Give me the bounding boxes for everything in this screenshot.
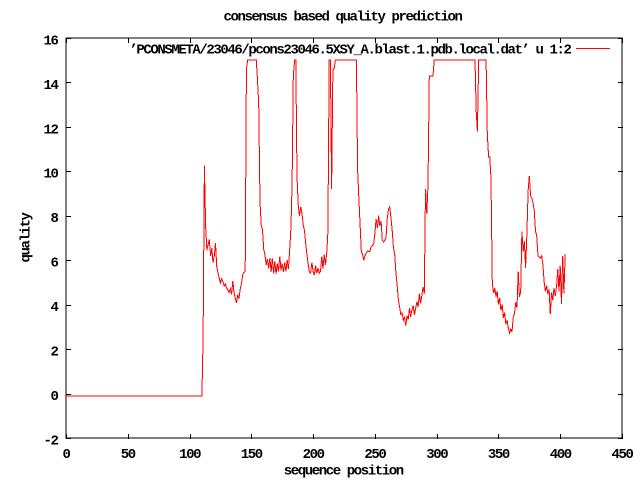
svg-text:6: 6 <box>50 256 58 272</box>
svg-text:-2: -2 <box>43 433 58 449</box>
svg-text:quality: quality <box>19 211 35 262</box>
svg-text:14: 14 <box>43 78 58 94</box>
svg-text:12: 12 <box>43 122 58 138</box>
svg-text:16: 16 <box>43 33 58 49</box>
svg-text:150: 150 <box>241 447 263 463</box>
svg-text:400: 400 <box>550 447 572 463</box>
svg-text:250: 250 <box>364 447 386 463</box>
svg-text:350: 350 <box>488 447 510 463</box>
svg-text:4: 4 <box>50 300 58 316</box>
svg-text:consensus based quality predic: consensus based quality prediction <box>223 10 462 26</box>
svg-text:’PCONSMETA/23046/pcons23046.5X: ’PCONSMETA/23046/pcons23046.5XSY_A.blast… <box>129 43 571 59</box>
svg-text:sequence position: sequence position <box>284 464 404 480</box>
svg-text:300: 300 <box>426 447 448 463</box>
svg-text:8: 8 <box>50 211 58 227</box>
svg-text:450: 450 <box>611 447 633 463</box>
svg-text:200: 200 <box>303 447 325 463</box>
svg-text:2: 2 <box>50 345 58 361</box>
svg-text:10: 10 <box>43 167 58 183</box>
svg-text:50: 50 <box>121 447 136 463</box>
svg-text:0: 0 <box>50 389 58 405</box>
svg-text:100: 100 <box>179 447 201 463</box>
svg-text:0: 0 <box>62 447 70 463</box>
